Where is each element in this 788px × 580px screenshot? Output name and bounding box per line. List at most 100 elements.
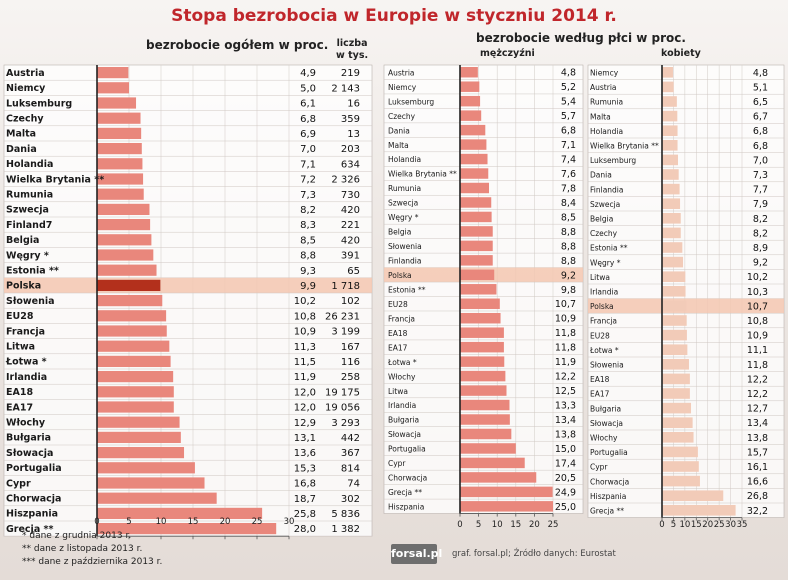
men-value-label: 7,8: [561, 183, 576, 194]
overall-bar: [97, 523, 277, 535]
women-value-label: 7,9: [753, 199, 768, 210]
men-bar: [460, 153, 488, 165]
overall-category-label: Węgry *: [6, 250, 49, 261]
women-category-label: Rumunia: [590, 98, 623, 107]
overall-thousands-label: 3 199: [331, 327, 360, 338]
overall-thousands-label: 302: [341, 494, 360, 505]
overall-value-label: 15,3: [294, 463, 316, 474]
overall-category-label: Luksemburg: [6, 98, 72, 109]
men-value-label: 7,6: [561, 169, 576, 180]
women-tick-label: 35: [737, 520, 748, 530]
overall-category-label: EU28: [6, 311, 34, 322]
men-value-label: 11,8: [555, 328, 576, 339]
women-category-label: Grecja **: [590, 507, 624, 516]
overall-category-label: Włochy: [6, 418, 46, 429]
overall-thousands-label: 26 231: [325, 311, 360, 322]
overall-value-label: 13,6: [294, 448, 316, 459]
men-value-label: 20,5: [555, 473, 576, 484]
overall-value-label: 7,1: [300, 159, 316, 170]
women-value-label: 12,2: [747, 374, 768, 385]
overall-value-label: 10,8: [294, 311, 316, 322]
overall-value-label: 7,0: [300, 144, 316, 155]
overall-panel-frame: [3, 64, 373, 537]
overall-category-label: EA17: [6, 402, 33, 413]
women-bar: [662, 402, 692, 414]
men-bar: [460, 269, 495, 281]
men-value-label: 12,2: [555, 372, 576, 383]
women-bar: [662, 461, 699, 472]
women-bar: [662, 505, 736, 516]
overall-value-label: 13,1: [294, 433, 316, 444]
men-value-label: 10,9: [555, 314, 576, 325]
women-value-label: 13,4: [747, 418, 768, 429]
source-note: graf. forsal.pl; Źródło danych: Eurostat: [452, 549, 616, 559]
men-bar: [460, 211, 492, 223]
men-bar: [460, 486, 553, 498]
overall-category-label: Rumunia: [6, 190, 53, 201]
women-category-label: Czechy: [590, 229, 618, 238]
overall-value-label: 10,9: [294, 327, 316, 338]
overall-category-label: Wielka Brytania **: [6, 174, 104, 185]
men-category-label: Niemcy: [388, 83, 417, 92]
note-2: ** dane z listopada 2013 r.: [22, 544, 143, 554]
women-category-label: Irlandia: [590, 288, 618, 297]
men-category-label: Rumunia: [388, 184, 421, 193]
women-bar: [662, 388, 690, 399]
overall-bar: [97, 416, 180, 428]
overall-value-label: 9,3: [300, 266, 316, 277]
men-bar: [460, 67, 478, 78]
men-tick-label: 15: [510, 520, 521, 530]
women-bar: [662, 213, 681, 224]
overall-thousands-label: 19 175: [325, 387, 360, 398]
overall-category-label: Malta: [6, 129, 36, 140]
women-bar: [662, 198, 681, 209]
women-bar: [662, 271, 686, 282]
women-bar: [662, 490, 724, 501]
men-bar: [460, 385, 507, 396]
men-category-label: Słowacja: [388, 430, 421, 439]
women-category-label: Litwa: [590, 273, 610, 282]
overall-category-label: Grecja **: [6, 524, 53, 535]
overall-category-label: EA18: [6, 387, 33, 398]
men-category-label: Chorwacja: [388, 474, 427, 483]
men-bar: [460, 182, 490, 194]
women-bar: [662, 329, 687, 341]
men-category-label: Cypr: [388, 459, 406, 468]
men-category-label: Wielka Brytania **: [388, 170, 457, 179]
men-category-label: Irlandia: [388, 401, 416, 410]
women-value-label: 16,1: [747, 462, 768, 473]
women-tick-label: 10: [679, 520, 690, 530]
overall-tick-label: 10: [156, 517, 167, 527]
overall-thousands-label: 74: [347, 479, 360, 490]
women-category-label: Wielka Brytania **: [590, 142, 659, 151]
overall-bar: [97, 477, 205, 489]
women-value-label: 11,8: [747, 360, 768, 371]
overall-bar: [97, 158, 143, 170]
men-value-label: 13,8: [555, 429, 576, 440]
overall-bar: [97, 340, 170, 352]
overall-thousands-label: 3 293: [331, 418, 360, 429]
men-value-label: 7,4: [561, 155, 576, 166]
overall-thousands-label: 367: [341, 448, 360, 459]
men-value-label: 5,4: [561, 97, 576, 108]
overall-tick-label: 25: [252, 517, 263, 527]
men-value-label: 13,3: [555, 401, 576, 412]
overall-value-label: 16,8: [294, 479, 316, 490]
overall-value-label: 6,1: [300, 99, 316, 110]
women-category-label: Cypr: [590, 463, 608, 472]
women-value-label: 26,8: [747, 491, 768, 502]
overall-bar: [97, 112, 141, 124]
men-category-label: Włochy: [388, 372, 416, 381]
women-bar: [662, 256, 684, 268]
women-category-label: Portugalia: [590, 448, 628, 457]
women-bar: [662, 140, 678, 151]
overall-thousands-label: 221: [341, 220, 360, 231]
women-bar: [662, 81, 674, 93]
overall-category-label: Chorwacja: [6, 494, 61, 505]
overall-bar: [97, 127, 142, 139]
men-value-label: 9,8: [561, 285, 576, 296]
women-value-label: 8,2: [753, 228, 768, 239]
men-value-label: 11,9: [555, 357, 576, 368]
